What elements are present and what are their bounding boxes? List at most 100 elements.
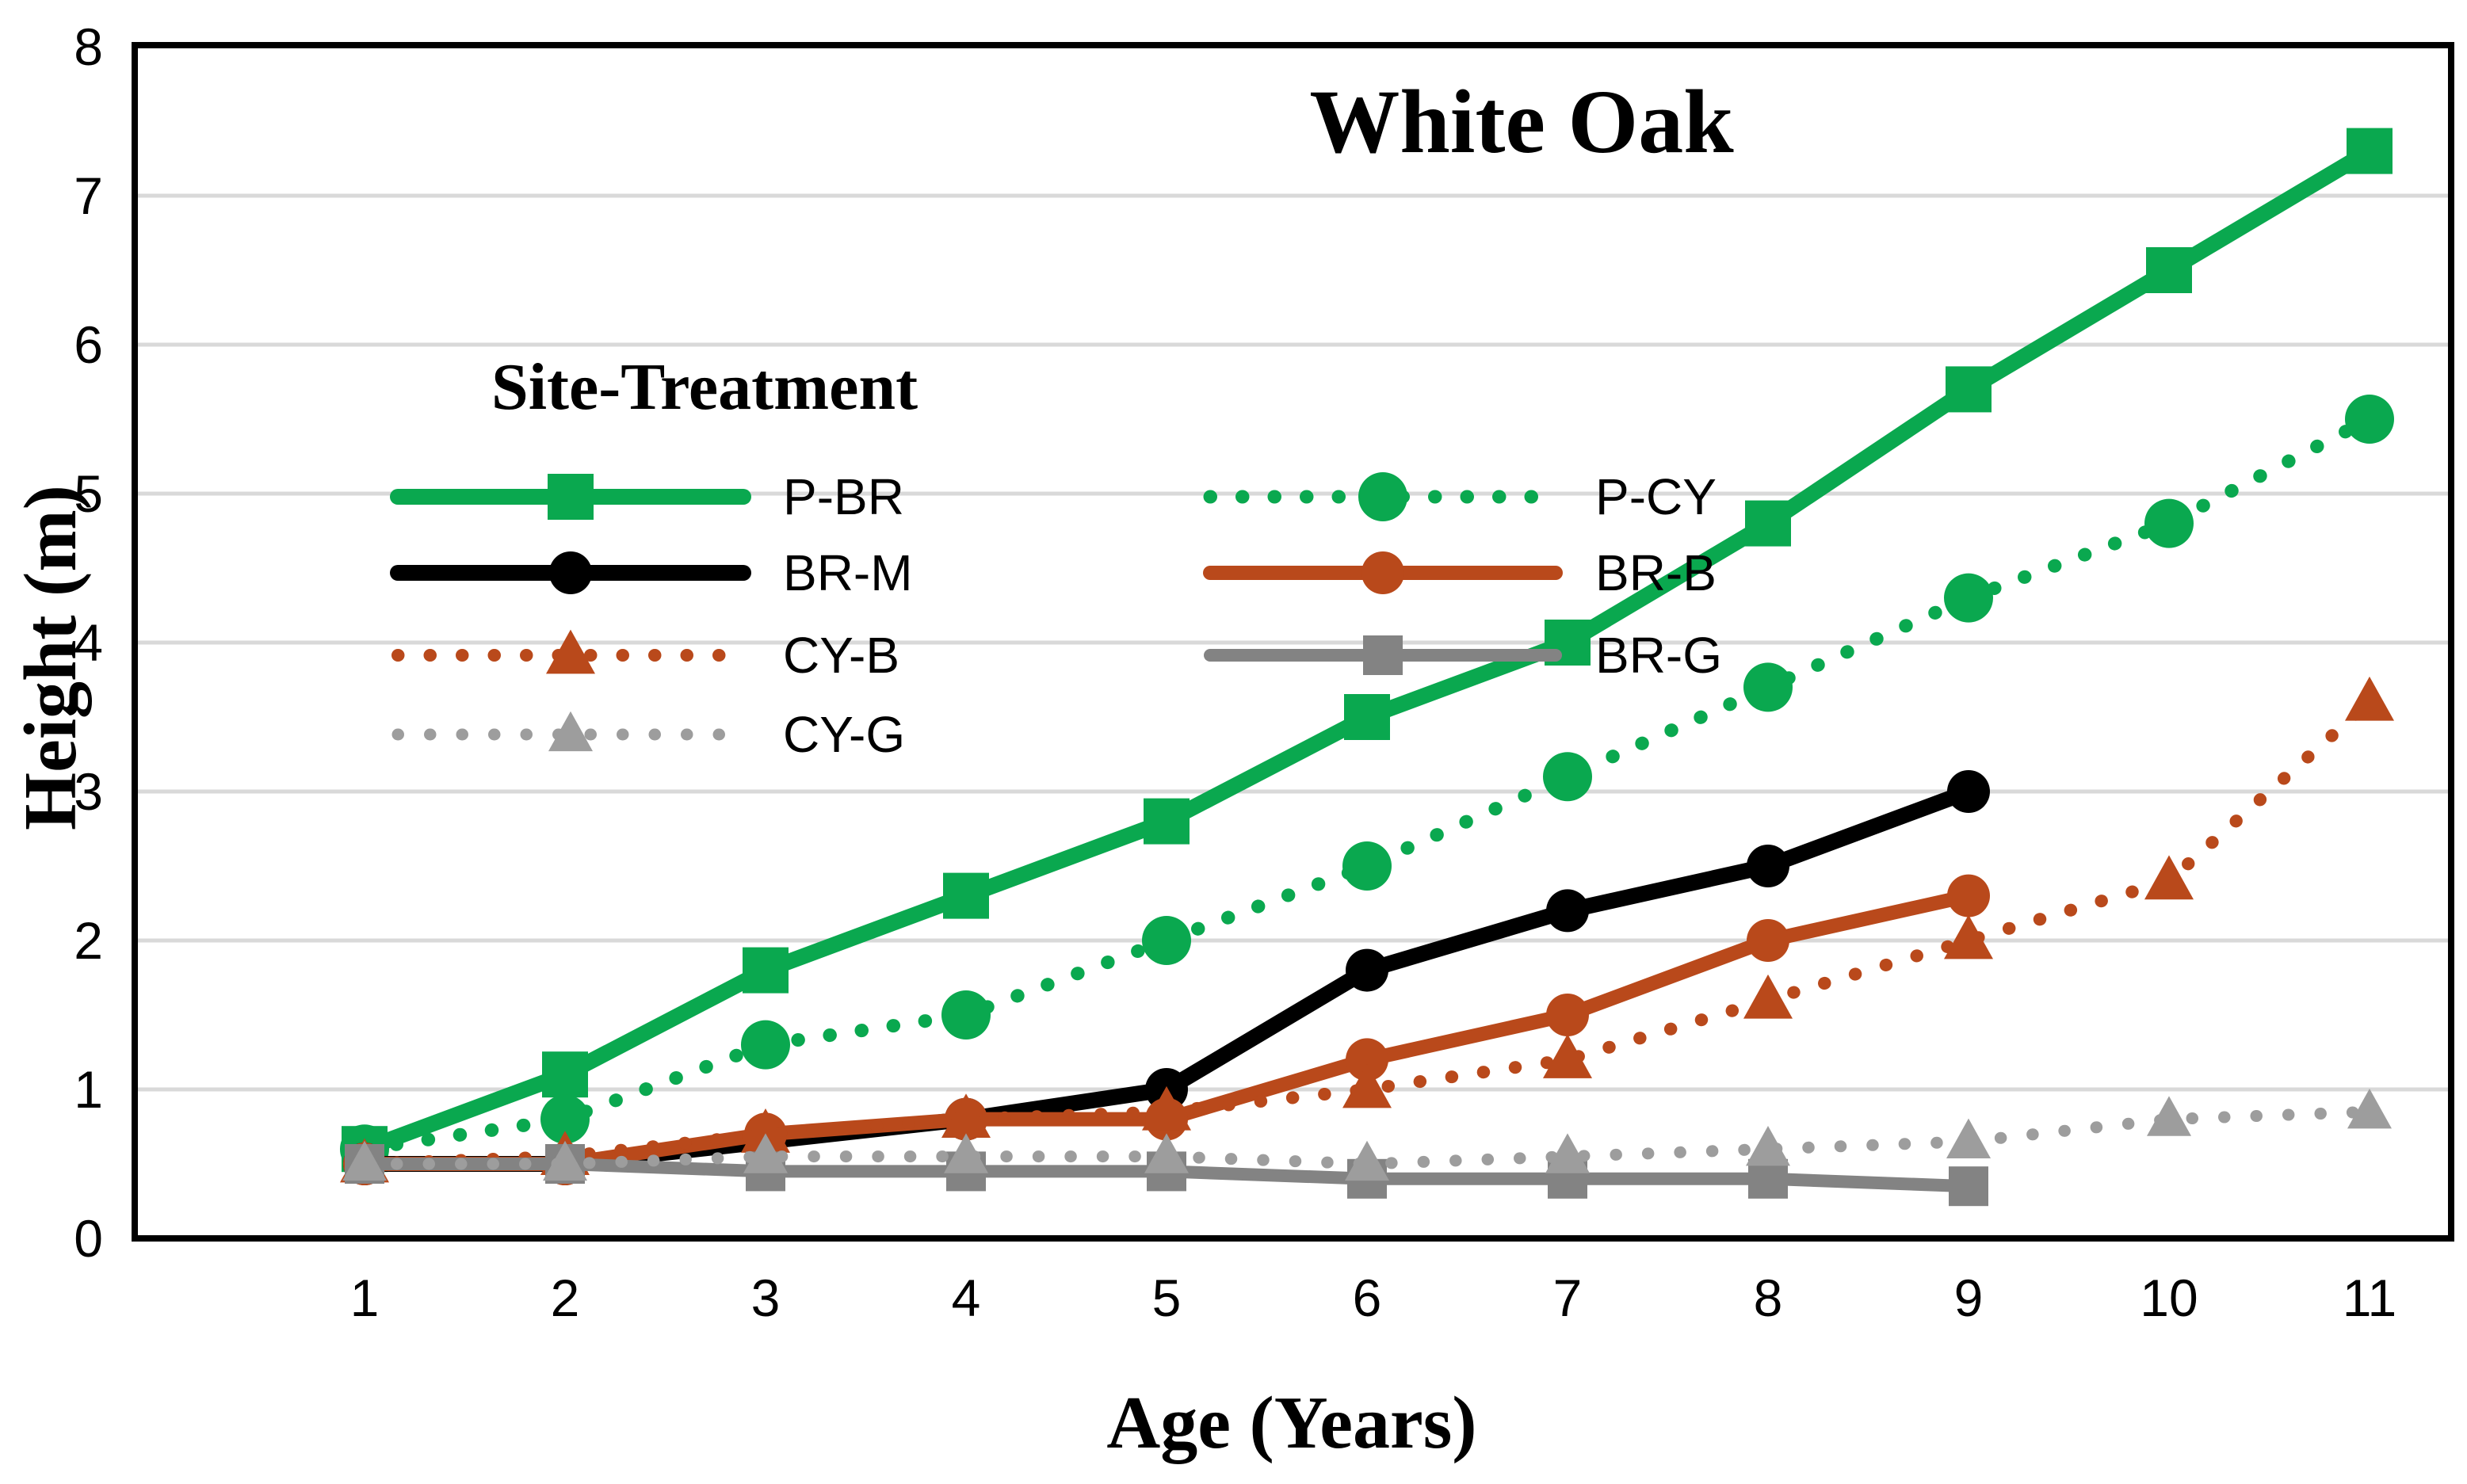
data-point-circle <box>1944 573 1993 623</box>
data-point-triangle <box>1944 914 1993 959</box>
x-tick-label: 5 <box>1151 1268 1182 1327</box>
br-g-swatch-icon <box>1204 635 1562 675</box>
data-point-square <box>743 947 789 994</box>
data-point-circle <box>1743 662 1793 712</box>
data-point-triangle <box>548 711 593 752</box>
legend-label: P-CY <box>1595 468 1717 525</box>
p-cy-swatch-icon <box>1203 472 1563 521</box>
x-tick-label: 2 <box>550 1268 580 1327</box>
data-point-circle <box>1546 994 1589 1036</box>
data-point-triangle <box>546 629 595 674</box>
legend-item-cy-b: CY-B <box>388 626 899 685</box>
data-point-square <box>1946 366 1992 413</box>
data-point-square <box>548 474 594 520</box>
x-tick-label: 10 <box>2140 1268 2198 1327</box>
data-point-circle <box>1747 845 1789 887</box>
legend-label: CY-G <box>783 706 906 763</box>
x-axis-title: Age (Years) <box>1106 1382 1477 1464</box>
data-point-triangle <box>1144 1133 1189 1173</box>
x-tick-label: 11 <box>2342 1268 2397 1327</box>
data-point-triangle <box>1946 1118 1991 1158</box>
data-point-triangle <box>1743 974 1793 1019</box>
legend-title: Site-Treatment <box>491 350 918 424</box>
legend-label: P-BR <box>783 468 904 525</box>
legend-item-cy-g: CY-G <box>388 705 905 764</box>
data-point-triangle <box>342 1140 387 1181</box>
data-point-square <box>1344 694 1390 740</box>
series-p-br <box>342 128 2393 1173</box>
legend-item-br-m: BR-M <box>388 544 913 602</box>
y-tick-label: 1 <box>74 1060 103 1119</box>
data-point-triangle <box>941 1093 991 1139</box>
data-point-triangle <box>1345 1140 1389 1181</box>
data-point-circle <box>1342 841 1392 891</box>
p-br-swatch-icon <box>390 474 751 520</box>
plot-frame <box>132 42 2454 1242</box>
x-tick-label: 9 <box>1953 1268 1984 1327</box>
br-b-swatch-icon <box>1203 551 1563 594</box>
br-m-swatch-icon <box>390 551 751 594</box>
legend-label: CY-B <box>783 627 900 684</box>
data-point-square <box>2146 247 2192 293</box>
data-point-square <box>943 872 989 919</box>
legend-label: BR-M <box>783 544 913 601</box>
data-point-triangle <box>1342 1063 1392 1108</box>
x-tick-label: 6 <box>1352 1268 1382 1327</box>
data-point-square <box>1745 500 1791 547</box>
cy-g-swatch-icon <box>391 711 750 752</box>
legend-item-br-b: BR-B <box>1201 544 1717 602</box>
data-point-triangle <box>2345 676 2394 721</box>
data-point-triangle <box>2147 1096 2191 1136</box>
data-point-circle <box>1358 472 1407 521</box>
legend-item-br-g: BR-G <box>1201 626 1722 685</box>
data-point-triangle <box>1746 1125 1790 1166</box>
data-point-circle <box>2345 395 2394 444</box>
y-tick-label: 3 <box>74 762 103 821</box>
legend-item-p-br: P-BR <box>388 467 904 526</box>
data-point-triangle <box>1543 1034 1592 1078</box>
legend-label: BR-B <box>1595 544 1717 601</box>
data-point-circle <box>1361 551 1404 594</box>
y-tick-label: 2 <box>74 911 103 970</box>
data-point-circle <box>1947 874 1990 917</box>
y-tick-label: 4 <box>74 613 103 672</box>
data-point-circle <box>2144 498 2194 548</box>
data-point-circle <box>1346 948 1388 992</box>
y-tick-label: 5 <box>74 464 103 523</box>
legend-label: BR-G <box>1595 627 1722 684</box>
x-tick-label: 1 <box>349 1268 380 1327</box>
data-point-triangle <box>2144 855 2194 900</box>
x-tick-label: 8 <box>1753 1268 1783 1327</box>
x-tick-label: 7 <box>1552 1268 1583 1327</box>
data-point-square <box>1949 1166 1988 1207</box>
y-tick-label: 0 <box>74 1209 103 1268</box>
data-point-circle <box>1546 889 1589 933</box>
data-point-circle <box>1543 752 1592 802</box>
chart-title: White Oak <box>1309 71 1734 172</box>
data-point-triangle <box>543 1140 587 1181</box>
data-point-circle <box>741 1020 790 1070</box>
data-point-triangle <box>741 1108 790 1153</box>
data-point-circle <box>1747 919 1789 962</box>
data-point-triangle <box>1545 1133 1590 1173</box>
x-tick-label: 4 <box>951 1268 981 1327</box>
x-tick-label: 3 <box>750 1268 781 1327</box>
cy-b-swatch-icon <box>391 629 750 674</box>
data-point-triangle <box>743 1133 788 1173</box>
data-point-triangle <box>2347 1088 2392 1129</box>
y-tick-label: 8 <box>74 17 103 76</box>
data-point-triangle <box>944 1133 988 1173</box>
data-point-circle <box>1346 1038 1388 1082</box>
data-point-square <box>2347 128 2393 174</box>
legend-item-p-cy: P-CY <box>1201 467 1717 526</box>
data-point-circle <box>1947 770 1990 813</box>
series-cy-g <box>342 1088 2392 1181</box>
data-point-square <box>542 1051 588 1098</box>
data-point-triangle <box>1142 1085 1191 1131</box>
data-point-square <box>1363 635 1403 675</box>
y-tick-label: 6 <box>74 315 103 374</box>
data-point-square <box>1144 798 1190 845</box>
data-point-circle <box>1142 916 1191 965</box>
